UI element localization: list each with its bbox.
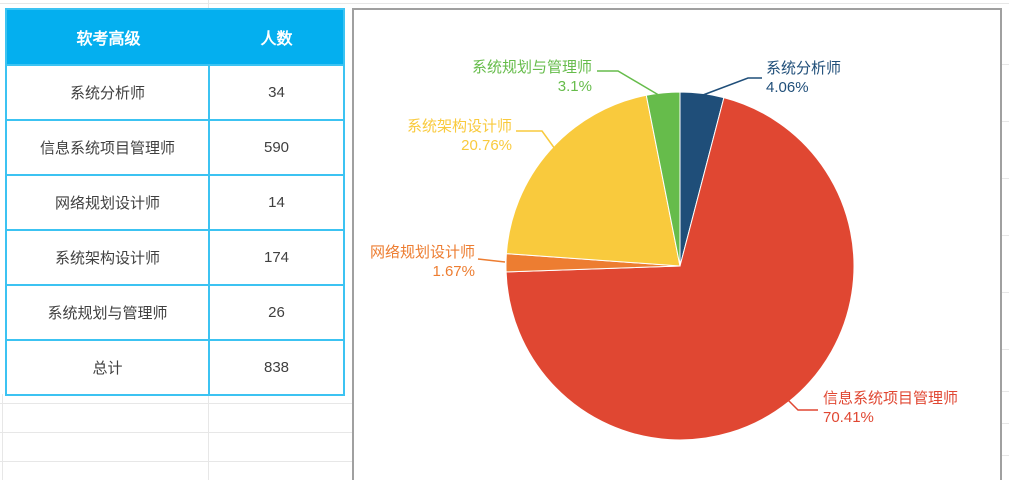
pie-label-name: 系统规划与管理师 — [471, 59, 592, 76]
gridline — [1002, 235, 1009, 236]
gridline — [208, 0, 209, 8]
row-label-cell[interactable]: 系统分析师 — [7, 66, 210, 119]
pie-label-name: 网络规划设计师 — [369, 244, 475, 261]
table-header-row: 软考高级 人数 — [7, 10, 343, 64]
gridline — [0, 403, 352, 404]
pie-label-percent: 1.67% — [432, 263, 475, 280]
row-label-cell[interactable]: 系统架构设计师 — [7, 231, 210, 284]
row-value-cell[interactable]: 174 — [263, 249, 290, 266]
pie-label-percent: 3.1% — [557, 78, 592, 95]
table-header-count[interactable]: 人数 — [260, 31, 293, 48]
gridline — [1002, 455, 1009, 456]
pie-slice-4[interactable] — [645, 91, 681, 267]
leader-line-system-architect — [516, 130, 564, 161]
row-label-cell[interactable]: 网络规划设计师 — [7, 176, 210, 229]
gridline — [0, 461, 352, 462]
pie-label-info-system-pm[interactable]: 信息系统项目管理师 70.41% — [823, 389, 958, 427]
gridline — [1002, 391, 1009, 392]
pie-label-percent: 20.76% — [461, 137, 512, 154]
row-value-cell[interactable]: 14 — [268, 194, 285, 211]
table-row: 网络规划设计师 14 — [7, 174, 343, 229]
gridline — [1002, 349, 1009, 350]
gridline — [208, 394, 209, 480]
gridline — [1002, 64, 1009, 65]
row-value-cell[interactable]: 34 — [268, 84, 285, 101]
pie-label-name: 系统架构设计师 — [406, 118, 512, 135]
gridline — [2, 394, 3, 480]
pie-slice-1[interactable] — [505, 96, 855, 441]
pie-label-name: 信息系统项目管理师 — [823, 390, 959, 407]
leader-line-system-planner — [597, 70, 663, 98]
table-header-category[interactable]: 软考高级 — [76, 31, 141, 48]
table-row: 系统分析师 34 — [7, 64, 343, 119]
pie-label-system-planner[interactable]: 系统规划与管理师 3.1% — [472, 58, 592, 96]
table-row: 系统架构设计师 174 — [7, 229, 343, 284]
gridline — [0, 3, 1009, 4]
leader-line-info-system-pm — [785, 397, 818, 411]
pie-label-percent: 4.06% — [766, 79, 809, 96]
data-table: 软考高级 人数 系统分析师 34 信息系统项目管理师 590 网络规划设计师 1… — [5, 8, 345, 396]
gridline — [1002, 121, 1009, 122]
row-label-cell[interactable]: 信息系统项目管理师 — [7, 121, 210, 174]
table-row: 系统规划与管理师 26 — [7, 284, 343, 339]
pie-label-percent: 70.41% — [823, 409, 874, 426]
table-row-total: 总计 838 — [7, 339, 343, 394]
leader-line-system-analyst — [702, 77, 762, 96]
gridline — [1002, 292, 1009, 293]
gridline — [1002, 423, 1009, 424]
row-label-cell[interactable]: 总计 — [7, 341, 210, 394]
row-label-cell[interactable]: 系统规划与管理师 — [7, 286, 210, 339]
row-value-cell[interactable]: 838 — [263, 359, 290, 376]
pie-label-name: 系统分析师 — [766, 60, 842, 77]
row-value-cell[interactable]: 26 — [268, 304, 285, 321]
gridline — [1002, 178, 1009, 179]
pie-label-system-architect[interactable]: 系统架构设计师 20.76% — [407, 117, 512, 155]
table-row: 信息系统项目管理师 590 — [7, 119, 343, 174]
leader-line-network-planner — [477, 258, 506, 263]
pie-label-network-planner[interactable]: 网络规划设计师 1.67% — [370, 243, 475, 281]
gridline — [0, 432, 352, 433]
pie-label-system-analyst[interactable]: 系统分析师 4.06% — [766, 59, 841, 97]
row-value-cell[interactable]: 590 — [263, 139, 290, 156]
pie-slices — [505, 91, 855, 441]
pie-slice-3[interactable] — [505, 94, 681, 267]
